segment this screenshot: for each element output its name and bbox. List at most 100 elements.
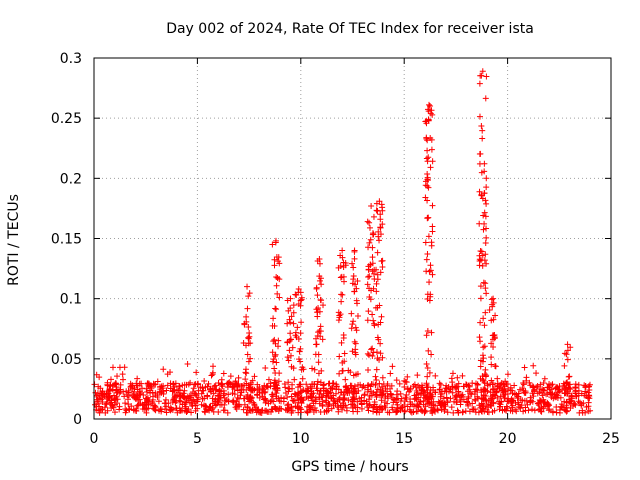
- x-axis-label: GPS time / hours: [291, 459, 408, 475]
- data-point: [112, 381, 119, 388]
- data-point: [303, 381, 310, 388]
- data-point: [96, 374, 103, 381]
- data-point: [275, 337, 282, 344]
- data-point: [549, 381, 556, 388]
- data-point: [488, 354, 495, 361]
- data-point: [329, 385, 336, 392]
- data-point: [443, 385, 450, 392]
- data-point: [351, 255, 358, 262]
- data-point: [397, 407, 404, 414]
- data-point: [114, 388, 121, 395]
- data-point: [104, 395, 111, 402]
- data-point: [298, 406, 305, 413]
- data-point: [422, 239, 429, 246]
- data-point: [261, 389, 268, 396]
- data-point: [414, 372, 421, 379]
- data-point: [165, 400, 172, 407]
- data-point: [102, 409, 109, 416]
- data-point: [268, 397, 275, 404]
- data-point: [342, 376, 349, 383]
- data-point: [315, 304, 322, 311]
- data-point: [245, 293, 252, 300]
- data-point: [486, 307, 493, 314]
- data-point: [413, 387, 420, 394]
- data-point: [191, 381, 198, 388]
- data-point: [276, 294, 283, 301]
- data-point: [424, 182, 431, 189]
- data-point: [140, 402, 147, 409]
- data-point: [350, 264, 357, 271]
- data-point: [564, 379, 571, 386]
- data-point: [335, 317, 342, 324]
- data-point: [553, 384, 560, 391]
- data-point: [317, 296, 324, 303]
- data-point: [249, 377, 256, 384]
- data-point: [338, 298, 345, 305]
- data-point: [290, 365, 297, 372]
- data-point: [122, 406, 129, 413]
- data-point: [422, 178, 429, 185]
- data-point: [149, 393, 156, 400]
- data-point: [308, 393, 315, 400]
- data-point: [295, 405, 302, 412]
- data-point: [491, 407, 498, 414]
- data-point: [350, 276, 357, 283]
- data-point: [365, 244, 372, 251]
- data-point: [483, 73, 490, 80]
- data-point: [426, 400, 433, 407]
- data-point: [233, 403, 240, 410]
- data-point: [576, 409, 583, 416]
- data-point: [545, 407, 552, 414]
- data-point: [158, 383, 165, 390]
- data-point: [259, 393, 266, 400]
- data-point: [496, 398, 503, 405]
- data-point: [295, 384, 302, 391]
- data-point: [488, 377, 495, 384]
- data-point: [318, 367, 325, 374]
- data-point: [372, 373, 379, 380]
- data-point: [483, 397, 490, 404]
- y-tick-label: 0.15: [51, 232, 82, 248]
- data-point: [230, 399, 237, 406]
- y-tick-label: 0.2: [60, 171, 82, 187]
- data-point: [504, 371, 511, 378]
- data-point: [365, 273, 372, 280]
- data-point: [479, 195, 486, 202]
- data-point: [152, 404, 159, 411]
- data-point: [393, 391, 400, 398]
- data-point: [219, 383, 226, 390]
- data-point: [224, 409, 231, 416]
- data-point: [282, 384, 289, 391]
- data-point: [424, 364, 431, 371]
- data-point: [404, 386, 411, 393]
- data-point: [408, 409, 415, 416]
- data-point: [245, 334, 252, 341]
- data-point: [198, 390, 205, 397]
- x-tick-label: 20: [499, 431, 517, 447]
- data-point: [364, 350, 371, 357]
- data-point: [469, 400, 476, 407]
- data-point: [425, 154, 432, 161]
- data-point: [513, 408, 520, 415]
- data-point: [425, 347, 432, 354]
- data-point: [527, 399, 534, 406]
- data-point: [247, 355, 254, 362]
- data-point: [328, 405, 335, 412]
- data-point: [490, 343, 497, 350]
- data-point: [240, 387, 247, 394]
- data-point: [154, 378, 161, 385]
- data-point: [492, 392, 499, 399]
- data-point: [246, 329, 253, 336]
- data-point: [254, 391, 261, 398]
- data-point: [366, 239, 373, 246]
- data-point: [319, 336, 326, 343]
- data-point: [312, 351, 319, 358]
- data-point: [298, 388, 305, 395]
- data-point: [561, 362, 568, 369]
- data-point: [181, 394, 188, 401]
- data-point: [429, 228, 436, 235]
- data-point: [351, 385, 358, 392]
- data-point: [586, 381, 593, 388]
- y-axis-label: ROTI / TECUs: [6, 194, 22, 286]
- data-point: [355, 387, 362, 394]
